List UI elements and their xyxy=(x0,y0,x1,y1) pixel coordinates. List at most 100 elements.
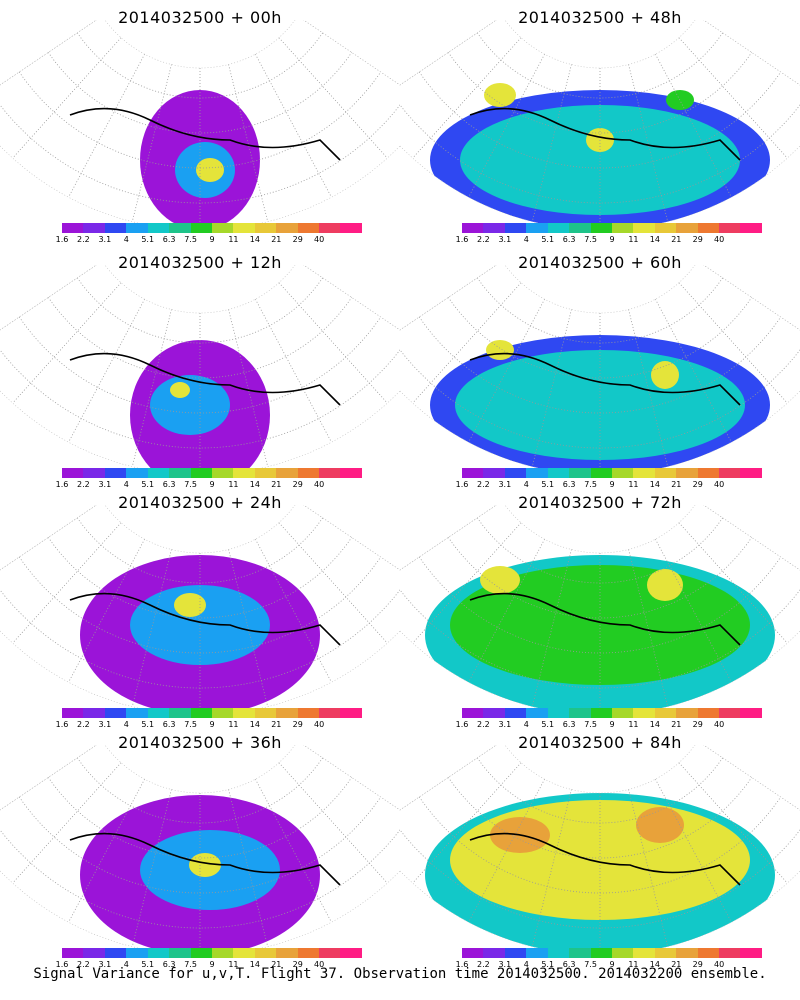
colorbar-swatch xyxy=(654,223,677,233)
latitude-line xyxy=(418,316,782,414)
colorbar-swatch xyxy=(83,948,105,958)
colorbar-tick-label: 1.6 xyxy=(55,960,69,969)
colorbar-tick-label: 3.1 xyxy=(98,720,112,729)
colorbar-tick-label: 14 xyxy=(649,235,660,244)
panel-title: 2014032500 + 24h xyxy=(118,493,282,512)
colorbar-swatch xyxy=(211,468,234,478)
colorbar-tick-label: 2.2 xyxy=(77,960,90,969)
latitude-line xyxy=(76,517,324,584)
longitude-line xyxy=(12,282,122,404)
latitude-line xyxy=(476,757,724,824)
colorbar-tick-label: 6.3 xyxy=(162,720,176,729)
colorbar-tick-label: 9 xyxy=(609,235,615,244)
colorbar-tick-label: 14 xyxy=(249,235,260,244)
colorbar-swatch xyxy=(504,468,527,478)
panel-title: 2014032500 + 00h xyxy=(118,8,282,27)
variance-field xyxy=(170,382,190,398)
colorbar-swatch xyxy=(697,708,720,718)
variance-field xyxy=(189,853,221,877)
coastline xyxy=(469,352,741,406)
colorbar-swatch xyxy=(590,223,612,233)
colorbar-tick-label: 2.2 xyxy=(477,720,490,729)
colorbar-swatch xyxy=(504,223,527,233)
colorbar-tick-label: 11 xyxy=(228,480,239,489)
colorbar-swatch xyxy=(526,708,548,718)
colorbar-tick-label: 4 xyxy=(523,720,529,729)
colorbar-swatch xyxy=(319,948,341,958)
map-projection xyxy=(0,265,400,476)
colorbar-swatch xyxy=(104,223,127,233)
map-boundary xyxy=(400,505,800,716)
colorbar-tick-label: 5.1 xyxy=(141,235,155,244)
colorbar-tick-label: 29 xyxy=(692,960,703,969)
latitude-line xyxy=(76,277,324,344)
colorbar-swatch xyxy=(633,468,655,478)
variance-field xyxy=(651,361,679,389)
colorbar-swatch xyxy=(740,948,762,958)
colorbar-swatch xyxy=(633,948,655,958)
longitude-line xyxy=(278,37,388,159)
colorbar-tick-label: 21 xyxy=(271,960,282,969)
colorbar-tick-label: 3.1 xyxy=(498,480,512,489)
colorbar-swatch xyxy=(654,468,677,478)
map-boundary xyxy=(400,265,800,476)
colorbar-swatch xyxy=(211,948,234,958)
colorbar-swatch xyxy=(169,948,191,958)
colorbar-swatch xyxy=(611,223,634,233)
figure-caption: Signal Variance for u,v,T. Flight 37. Ob… xyxy=(33,966,767,982)
colorbar-tick-label: 29 xyxy=(292,720,303,729)
colorbar-tick-label: 29 xyxy=(292,480,303,489)
colorbar-ticks: 1.6 2.2 3.1 4 5.1 6.3 7.5 9 11 14 21 29 40 xyxy=(452,720,772,732)
colorbar-swatch xyxy=(654,708,677,718)
colorbar-swatch xyxy=(697,948,720,958)
colorbar-swatch xyxy=(254,948,277,958)
colorbar-swatch xyxy=(526,948,548,958)
colorbar-swatch xyxy=(719,708,741,718)
colorbar-swatch xyxy=(190,223,212,233)
colorbar-tick-label: 2.2 xyxy=(477,480,490,489)
latitude-line xyxy=(18,316,382,414)
colorbar-swatch xyxy=(654,948,677,958)
colorbar xyxy=(62,468,362,478)
colorbar-swatch xyxy=(611,468,634,478)
colorbar-swatch xyxy=(297,223,320,233)
colorbar-swatch xyxy=(483,948,505,958)
colorbar-swatch xyxy=(676,223,698,233)
colorbar-swatch xyxy=(526,468,548,478)
longitude-line xyxy=(255,299,332,443)
colorbar-swatch xyxy=(633,223,655,233)
colorbar-tick-label: 11 xyxy=(628,480,639,489)
colorbar-tick-label: 4 xyxy=(123,235,129,244)
colorbar-swatch xyxy=(211,223,234,233)
colorbar-tick-label: 21 xyxy=(671,235,682,244)
colorbar-tick-label: 40 xyxy=(714,480,725,489)
colorbar xyxy=(62,223,362,233)
colorbar-swatch xyxy=(254,708,277,718)
colorbar-swatch xyxy=(676,708,698,718)
colorbar-swatch xyxy=(62,948,84,958)
colorbar-ticks: 1.6 2.2 3.1 4 5.1 6.3 7.5 9 11 14 21 29 40 xyxy=(452,480,772,492)
map-projection xyxy=(400,20,800,231)
colorbar-swatch xyxy=(276,948,298,958)
colorbar-tick-label: 21 xyxy=(671,480,682,489)
map-boundary xyxy=(400,745,800,956)
colorbar-tick-label: 1.6 xyxy=(55,480,69,489)
longitude-line xyxy=(131,64,172,222)
variance-field xyxy=(484,83,516,107)
latitude-line xyxy=(476,32,724,99)
colorbar-tick-label: 6.3 xyxy=(562,720,576,729)
colorbar-tick-label: 14 xyxy=(249,960,260,969)
colorbar-swatch xyxy=(276,468,298,478)
colorbar-tick-label: 21 xyxy=(671,720,682,729)
colorbar-tick-label: 6.3 xyxy=(162,480,176,489)
map-panel: 2014032500 + 84h 1.6 2.2 3.1 4 5.1 6.3 7.5 9 11 14… xyxy=(400,725,800,969)
variance-field xyxy=(460,105,740,215)
panel-title: 2014032500 + 84h xyxy=(518,733,682,752)
latitude-line xyxy=(18,796,382,894)
colorbar-tick-label: 6.3 xyxy=(562,235,576,244)
colorbar-swatch xyxy=(126,708,148,718)
map-panel: 2014032500 + 72h 1.6 2.2 3.1 4 5.1 6.3 7.5 9 11 14… xyxy=(400,485,800,729)
colorbar-tick-label: 14 xyxy=(649,720,660,729)
colorbar-swatch xyxy=(483,468,505,478)
colorbar-tick-label: 7.5 xyxy=(184,480,197,489)
